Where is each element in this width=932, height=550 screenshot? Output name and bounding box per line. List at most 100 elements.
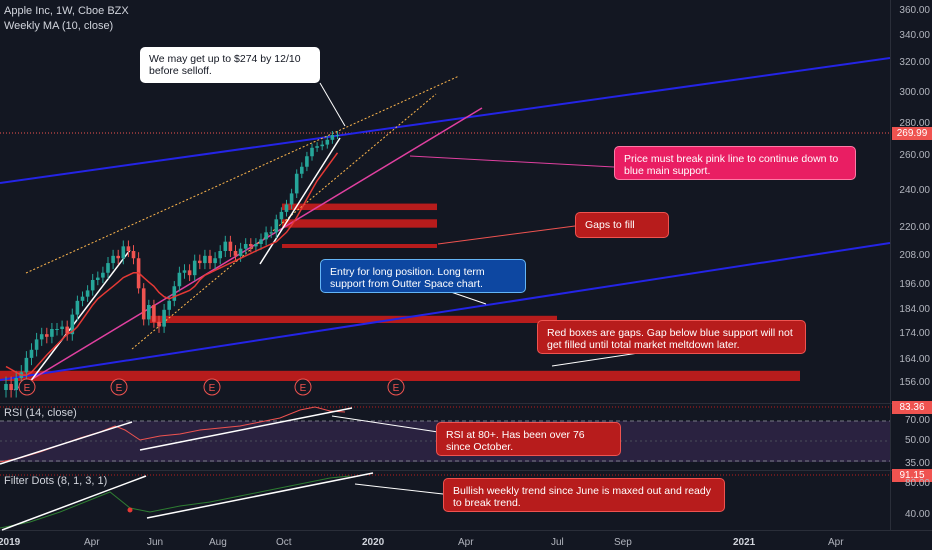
gap-box[interactable] [282, 219, 437, 228]
candle-body [126, 246, 131, 251]
earnings-label: E [393, 383, 400, 394]
candle-body [254, 244, 258, 247]
filter-trend-line-2[interactable] [146, 472, 374, 519]
candle-body [60, 326, 64, 329]
pointer-bullish [354, 483, 444, 495]
candle-body [131, 251, 136, 259]
candle-body [157, 321, 161, 327]
candle-body [315, 146, 319, 148]
candle-body [325, 139, 330, 145]
candle-body [45, 334, 49, 337]
candle-body [90, 280, 95, 291]
fan-line-upper[interactable] [25, 75, 460, 274]
candle-body [259, 239, 263, 244]
blue-support-line[interactable] [0, 242, 891, 381]
pink-trend-line[interactable] [13, 107, 483, 391]
earnings-marker[interactable] [110, 378, 128, 396]
gap-box[interactable] [0, 370, 800, 381]
time-tick: Apr [84, 537, 100, 548]
candle-body [238, 248, 243, 256]
candle-body [192, 260, 197, 276]
filter-value-tag: 91.15 [892, 469, 932, 482]
candle-body [243, 244, 248, 249]
pointer-pink [409, 155, 615, 168]
candle-body [187, 270, 192, 276]
candle-body [106, 263, 110, 273]
candle-body [141, 288, 146, 320]
candle-body [34, 339, 39, 350]
time-tick: Apr [458, 537, 474, 548]
rsi-trend-line-1[interactable] [0, 421, 133, 465]
candle-body [233, 251, 238, 256]
blue-resistance-line[interactable] [0, 57, 891, 184]
candle-body [14, 378, 18, 390]
earnings-label: E [116, 383, 123, 394]
candle-body [264, 232, 268, 240]
candle-body [274, 219, 279, 233]
time-tick: Aug [209, 537, 227, 548]
candle-body [121, 246, 126, 259]
candle-body [24, 357, 29, 373]
candle-body [85, 290, 90, 297]
earnings-label: E [300, 383, 307, 394]
candle-body [300, 166, 304, 174]
price-tick: 156.00 [899, 377, 930, 388]
candle-body [198, 260, 202, 264]
earnings-marker[interactable] [387, 378, 405, 396]
rsi-tick: 35.00 [904, 458, 930, 466]
time-tick: 2019 [0, 537, 21, 548]
price-tick: 280.00 [899, 118, 930, 129]
candle-body [228, 241, 233, 251]
candle-body [249, 244, 253, 247]
annotation-red-boxes[interactable]: Red boxes are gaps. Gap below blue suppo… [537, 320, 806, 354]
annotation-entry[interactable]: Entry for long position. Long term suppo… [320, 259, 526, 293]
filter-tick: 80.00 [904, 478, 930, 489]
weekly-ma-line [5, 152, 339, 376]
price-tick: 240.00 [899, 185, 930, 196]
candle-body [279, 211, 284, 220]
time-tick: 2021 [733, 537, 756, 548]
candle-body [167, 300, 171, 310]
earnings-marker[interactable] [18, 378, 36, 396]
candle-body [294, 173, 299, 194]
time-tick: Jun [147, 537, 164, 548]
candle-body [116, 255, 120, 259]
time-tick: Oct [276, 537, 292, 548]
filter-red-dot [127, 507, 133, 513]
annotation-pink-line[interactable]: Price must break pink line to continue d… [614, 146, 856, 180]
earnings-marker[interactable] [203, 378, 221, 396]
price-tick: 360.00 [899, 5, 930, 16]
candle-body [55, 329, 59, 330]
price-tick: 174.00 [899, 328, 930, 339]
candle-body [218, 251, 222, 259]
annotation-target[interactable]: We may get up to $274 by 12/10 before se… [140, 47, 320, 83]
annotation-bullish[interactable]: Bullish weekly trend since June is maxed… [443, 478, 725, 512]
candle-body [80, 296, 85, 301]
earnings-marker[interactable] [294, 378, 312, 396]
annotation-rsi[interactable]: RSI at 80+. Has been over 76 since Octob… [436, 422, 621, 456]
candle-body [111, 255, 115, 264]
candle-body [147, 305, 151, 320]
filter-tick: 40.00 [904, 509, 930, 520]
candle-body [29, 349, 34, 358]
white-trend-line-1[interactable] [29, 249, 131, 383]
price-tick: 184.00 [899, 304, 930, 315]
gap-box[interactable] [282, 203, 437, 211]
annotation-gaps[interactable]: Gaps to fill [575, 212, 669, 238]
candle-body [310, 147, 314, 157]
price-tick: 196.00 [899, 279, 930, 290]
rsi-trend-line-2[interactable] [139, 407, 353, 451]
candle-body [330, 135, 335, 140]
gap-box[interactable] [150, 315, 557, 323]
filter-trend-line-1[interactable] [1, 475, 147, 531]
candle-body [162, 309, 166, 327]
ma-legend: Weekly MA (10, close) [4, 20, 114, 32]
price-tick: 320.00 [899, 57, 930, 68]
filter-panel-label: Filter Dots (8, 1, 3, 1) [4, 475, 108, 487]
candle-body [320, 144, 324, 147]
candle-body [213, 258, 217, 264]
rsi-tick: 70.00 [904, 415, 930, 426]
gap-box[interactable] [282, 244, 437, 248]
